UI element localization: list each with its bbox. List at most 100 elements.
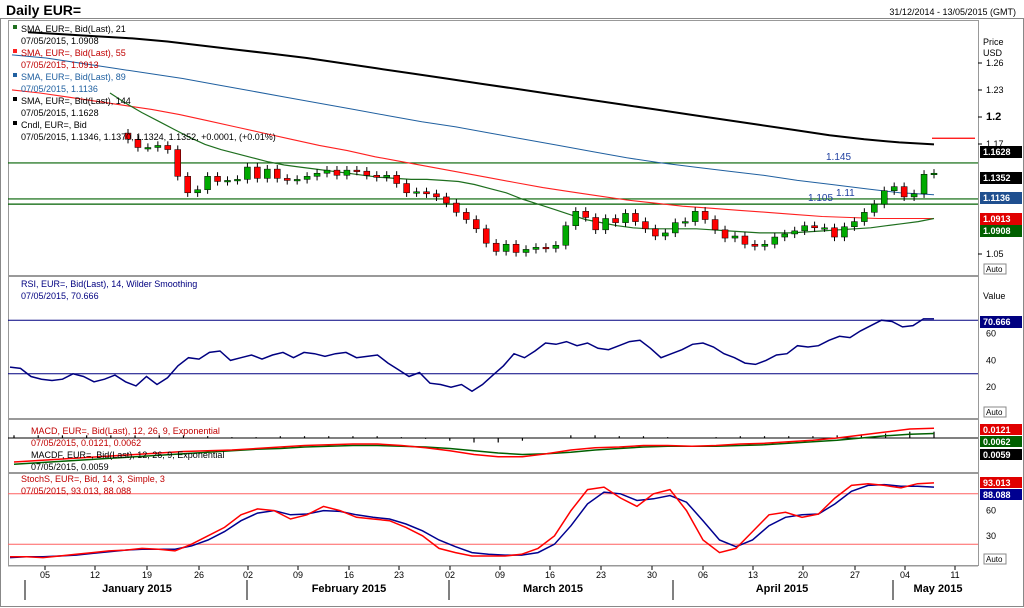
x-day-tick-10: 16 <box>545 570 555 580</box>
candle-body <box>303 176 311 180</box>
candle-body <box>751 243 759 247</box>
rsi-tick-3: 20 <box>986 382 996 392</box>
legend-swatch-1 <box>13 49 17 53</box>
candle-body <box>373 175 381 178</box>
macd-panel-frame <box>8 419 979 473</box>
candle-body <box>164 145 172 150</box>
candle-body <box>224 180 231 183</box>
candle-body <box>492 242 500 252</box>
x-day-tick-11: 23 <box>596 570 606 580</box>
price-tick-0: 1.26 <box>986 58 1004 68</box>
candle-body <box>453 202 460 213</box>
candle-body <box>264 168 271 179</box>
candle-body <box>861 212 868 222</box>
x-day-tick-12: 30 <box>647 570 657 580</box>
macd-line <box>13 427 935 463</box>
candle-body <box>423 191 430 195</box>
stoch-tick-1: 88.088 <box>983 490 1011 500</box>
rsi-axis-label: Value <box>983 291 1005 301</box>
candle-body <box>174 149 182 177</box>
candle-body <box>393 175 400 184</box>
candle-body <box>383 175 390 178</box>
candle-body <box>711 219 719 231</box>
x-day-tick-15: 20 <box>798 570 808 580</box>
rsi-tick-box <box>980 316 1022 328</box>
price-tick-3: 1.17 <box>986 139 1004 149</box>
stoch-k-line <box>10 482 935 559</box>
price-tick-box-4 <box>980 146 1022 158</box>
x-day-tick-9: 09 <box>495 570 505 580</box>
price-legend-line1-1: SMA, EUR=, Bid(Last), 55 <box>21 48 126 58</box>
candle-body <box>313 172 321 177</box>
candle-body <box>323 169 331 174</box>
candle-body <box>761 243 769 247</box>
candle-body <box>433 193 440 198</box>
sma55-line <box>11 89 934 220</box>
price-axis-label: Price <box>983 37 1004 47</box>
price-legend-line1-2: SMA, EUR=, Bid(Last), 89 <box>21 72 126 82</box>
price-auto-label: Auto <box>986 265 1003 274</box>
price-tick-1: 1.23 <box>986 85 1004 95</box>
price-hline-label-0: 1.145 <box>826 152 851 163</box>
candle-body <box>801 225 808 232</box>
candle-body <box>274 168 281 179</box>
macdf-line <box>13 432 935 466</box>
candle-body <box>612 218 619 223</box>
candle-body <box>811 225 818 229</box>
x-day-tick-8: 02 <box>445 570 455 580</box>
macd-tick-1: 0.0062 <box>983 437 1011 447</box>
candle-body <box>254 166 261 179</box>
price-tick-5: 1.1352 <box>983 173 1011 183</box>
stoch-legend-line2: 07/05/2015, 93.013, 88.088 <box>21 486 131 496</box>
candle-body <box>214 176 221 182</box>
chart-title: Daily EUR= <box>6 2 82 18</box>
price-panel-frame <box>8 20 979 276</box>
x-day-tick-18: 11 <box>950 570 959 580</box>
price-auto-box <box>983 263 1007 275</box>
candle-body <box>871 203 878 213</box>
macd-legend1-line2: 07/05/2015, 0.0121, 0.0062 <box>31 438 141 448</box>
rsi-tick-0: 70.666 <box>983 317 1011 327</box>
candle-body <box>413 191 420 194</box>
candle-body <box>602 218 609 231</box>
candle-body <box>880 190 888 205</box>
macd-legend2-line2: 07/05/2015, 0.0059 <box>31 462 109 472</box>
candle-body <box>632 213 639 222</box>
price-legend-line2-0: 07/05/2015, 1.0908 <box>21 36 99 46</box>
candle-body <box>721 229 729 239</box>
candle-body <box>204 176 211 190</box>
candle-body <box>333 169 341 176</box>
sma89-line <box>11 54 935 196</box>
x-month-label-4: May 2015 <box>914 583 963 595</box>
price-tick-7: 1.0913 <box>983 214 1011 224</box>
candle-body <box>552 245 560 249</box>
candle-body <box>522 249 530 253</box>
candle-body <box>194 189 201 194</box>
rsi-legend-line1: RSI, EUR=, Bid(Last), 14, Wilder Smoothi… <box>21 279 197 289</box>
candle-body <box>283 178 291 181</box>
candle-body <box>482 228 490 244</box>
rsi-panel-frame <box>8 276 979 419</box>
candle-body <box>771 236 779 245</box>
candle-body <box>562 225 570 246</box>
price-legend-line1-0: SMA, EUR=, Bid(Last), 21 <box>21 24 126 34</box>
x-day-tick-3: 26 <box>194 570 204 580</box>
price-tick-box-7 <box>980 213 1022 225</box>
price-legend-line1-4: Cndl, EUR=, Bid <box>21 120 87 130</box>
stoch-d-line <box>9 483 935 559</box>
price-tick-box-5 <box>980 172 1022 184</box>
candle-body <box>134 139 142 148</box>
candle-body <box>532 247 540 250</box>
legend-swatch-0 <box>13 25 17 29</box>
price-legend-line2-2: 07/05/2015, 1.1136 <box>21 84 98 94</box>
candle-body <box>244 166 251 180</box>
price-tick-8: 1.0908 <box>983 226 1011 236</box>
x-day-tick-14: 13 <box>748 570 758 580</box>
candle-body <box>463 212 470 220</box>
stoch-tick-box-1 <box>980 489 1022 500</box>
candle-body <box>930 172 938 175</box>
legend-swatch-2 <box>13 73 17 77</box>
price-tick-4: 1.1628 <box>983 147 1011 157</box>
candle-body <box>154 145 162 148</box>
